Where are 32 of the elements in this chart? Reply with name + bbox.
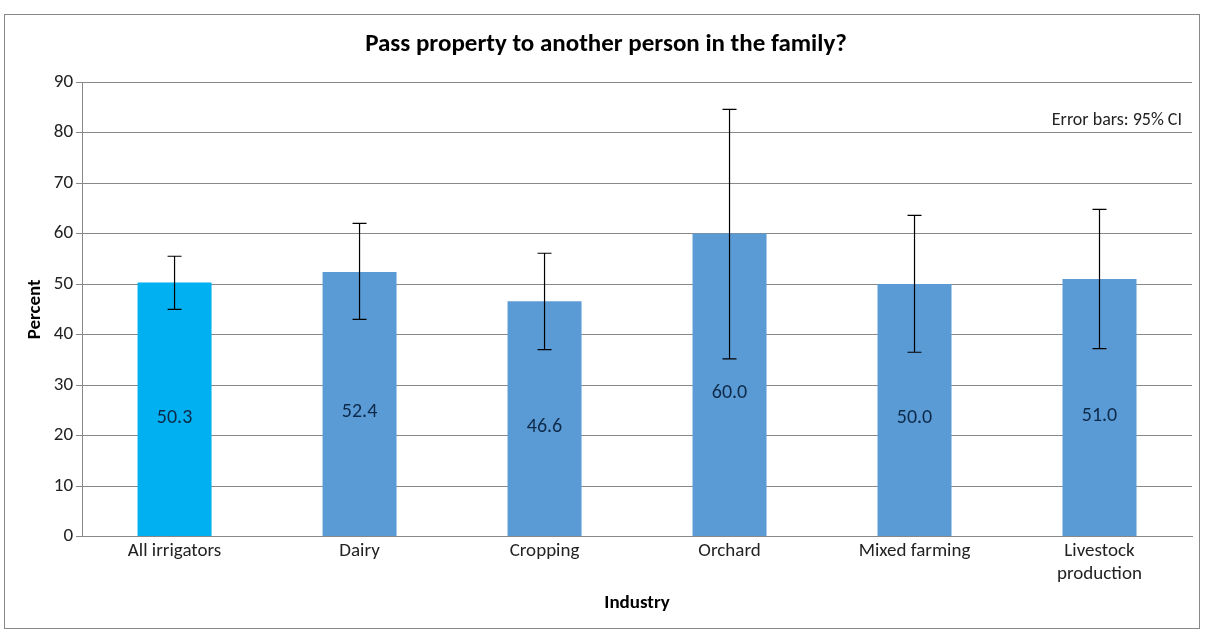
y-tick-label: 10 (53, 472, 74, 496)
x-tick-label: Livestock production (1057, 537, 1142, 584)
data-label: 51.0 (1081, 401, 1118, 426)
bar (692, 233, 767, 537)
y-axis-title: Percent (22, 278, 46, 340)
bar (322, 271, 397, 537)
x-tick-label: Dairy (339, 537, 381, 561)
bar (1062, 278, 1137, 537)
bar (877, 284, 952, 537)
data-label: 50.0 (896, 404, 933, 429)
y-tick-label: 70 (53, 169, 74, 193)
y-tick-label: 50 (53, 270, 74, 294)
y-tick-label: 60 (53, 220, 74, 244)
y-tick-label: 80 (53, 119, 74, 143)
y-tick-label: 30 (53, 371, 74, 395)
annotation: Error bars: 95% CI (1051, 107, 1182, 130)
x-tick-label: Cropping (509, 537, 580, 561)
bar (137, 282, 212, 537)
x-tick-label: All irrigators (127, 537, 222, 561)
data-label: 52.4 (341, 398, 378, 423)
y-tick-label: 40 (53, 321, 74, 345)
chart-title: Pass property to another person in the family? (365, 27, 847, 59)
data-label: 60.0 (711, 379, 748, 404)
data-label: 46.6 (526, 412, 563, 437)
data-label: 50.3 (156, 403, 193, 428)
y-tick-label: 0 (63, 523, 74, 547)
x-tick-label: Mixed farming (858, 537, 971, 561)
y-tick-label: 20 (53, 422, 74, 446)
y-tick-label: 90 (53, 68, 74, 92)
bar (507, 301, 582, 537)
x-axis-title: Industry (604, 590, 670, 614)
x-tick-label: Orchard (698, 537, 761, 561)
